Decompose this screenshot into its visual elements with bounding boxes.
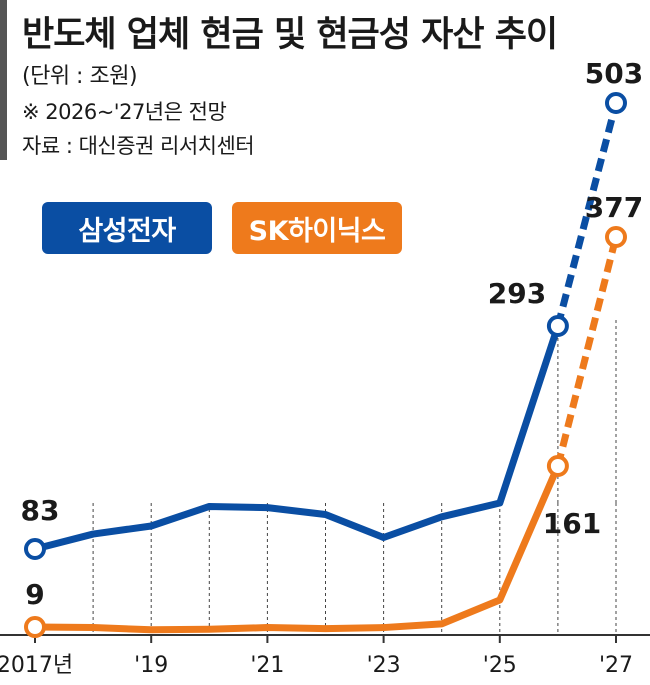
title-accent-bar xyxy=(0,0,7,160)
x-tick-label: '27 xyxy=(599,653,633,678)
series-line-1 xyxy=(31,462,562,634)
data-point-marker xyxy=(24,538,46,560)
legend-skhynix: SK하이닉스 xyxy=(232,202,402,254)
data-point-marker xyxy=(24,616,46,638)
data-label: 503 xyxy=(585,57,643,90)
x-tick-label: '23 xyxy=(367,653,401,678)
data-point-marker xyxy=(605,92,627,114)
forecast-note: ※ 2026~'27년은 전망 xyxy=(22,100,227,124)
source-label: 자료 : 대신증권 리서치센터 xyxy=(22,134,255,158)
x-tick-label: '19 xyxy=(134,653,168,678)
data-point-marker xyxy=(546,455,569,477)
chart-title: 반도체 업체 현금 및 현금성 자산 추이 xyxy=(22,15,558,55)
data-point-marker xyxy=(605,226,627,248)
data-label: 83 xyxy=(21,494,60,527)
series-forecast-line-1 xyxy=(554,236,620,467)
x-tick-label: '25 xyxy=(483,653,517,678)
data-label: 161 xyxy=(543,507,601,540)
series-forecast-line-0 xyxy=(554,102,620,327)
unit-label: (단위 : 조원) xyxy=(22,64,138,89)
series-line-0 xyxy=(31,322,562,553)
data-point-marker xyxy=(546,315,569,337)
data-label: 377 xyxy=(585,191,643,224)
data-label: 9 xyxy=(25,578,44,611)
data-label: 293 xyxy=(488,277,546,310)
x-tick-label: '21 xyxy=(250,653,284,678)
x-tick-label: 2017년 xyxy=(0,653,73,678)
legend-samsung: 삼성전자 xyxy=(42,202,212,254)
